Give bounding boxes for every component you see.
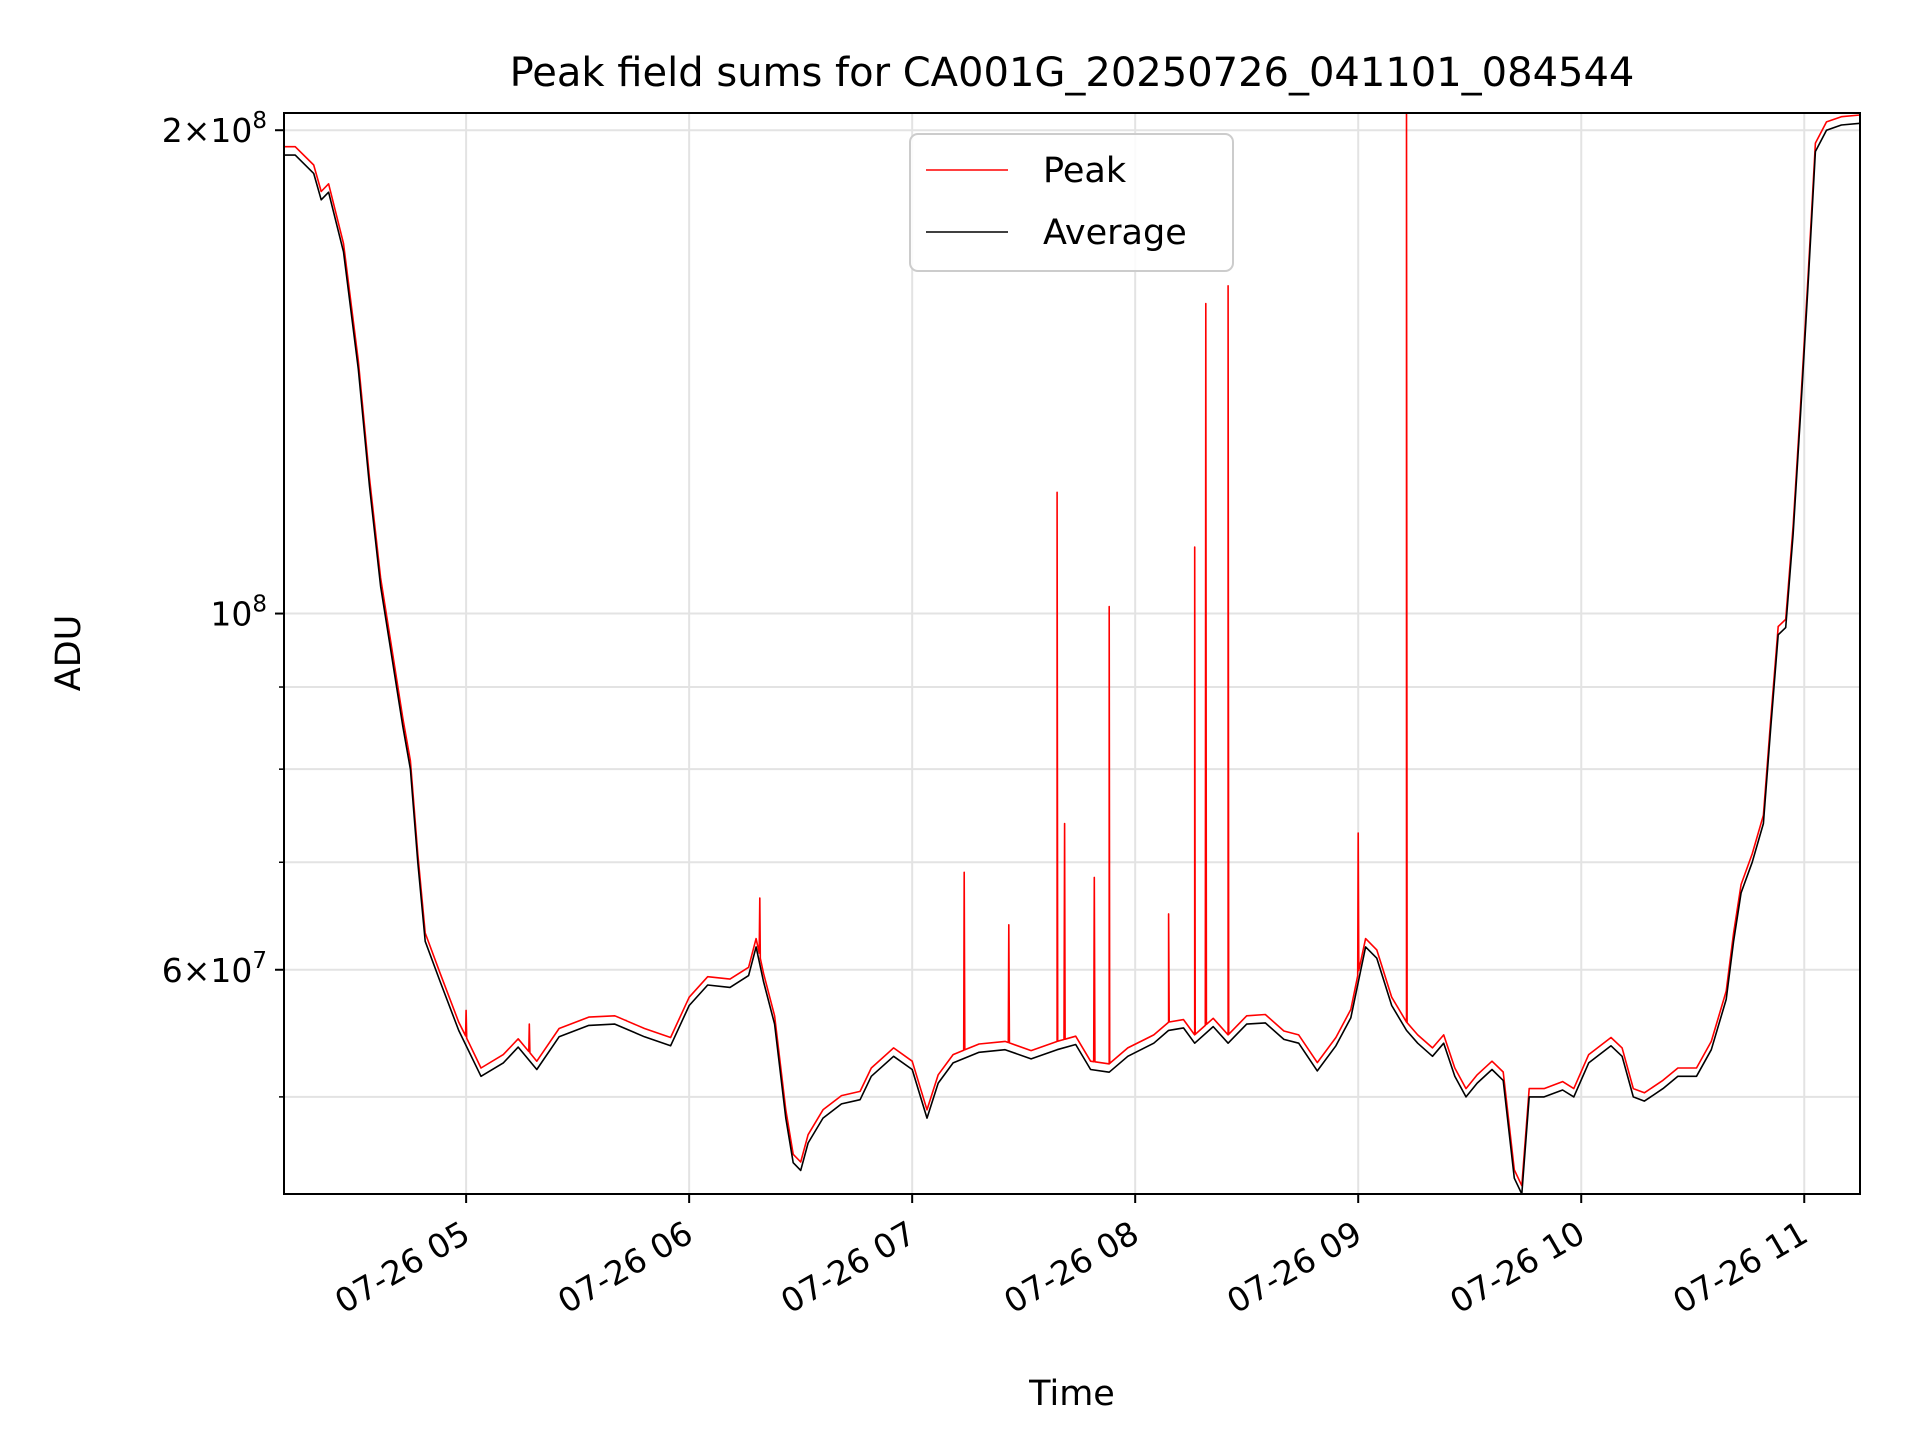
chart-title: Peak field sums for CA001G_20250726_0411… [510, 50, 1635, 96]
y-tick-label: 6×107 [162, 948, 267, 990]
y-tick-label: 108 [210, 592, 267, 634]
grid [284, 113, 1860, 1194]
y-tick-base: 2×10 [162, 111, 253, 150]
y-tick-label: 2×108 [162, 108, 267, 150]
plot-frame [283, 112, 1861, 1195]
y-tick-exponent: 8 [252, 592, 267, 618]
plot-lines [284, 113, 1860, 1194]
y-tick-exponent: 8 [252, 108, 267, 134]
series-line-peak [284, 113, 1860, 1187]
series-line-average [284, 122, 1860, 1194]
y-tick-exponent: 7 [252, 948, 267, 974]
y-axis-label: ADU [49, 615, 89, 692]
legend: Peak Average [909, 133, 1234, 272]
y-tick-base: 10 [210, 595, 252, 634]
x-axis-label: Time [1028, 1374, 1115, 1414]
y-tick-base: 6×10 [162, 951, 253, 990]
legend-peak-label: Peak [1043, 151, 1127, 191]
legend-average-label: Average [1043, 213, 1187, 253]
legend-box [909, 133, 1234, 272]
